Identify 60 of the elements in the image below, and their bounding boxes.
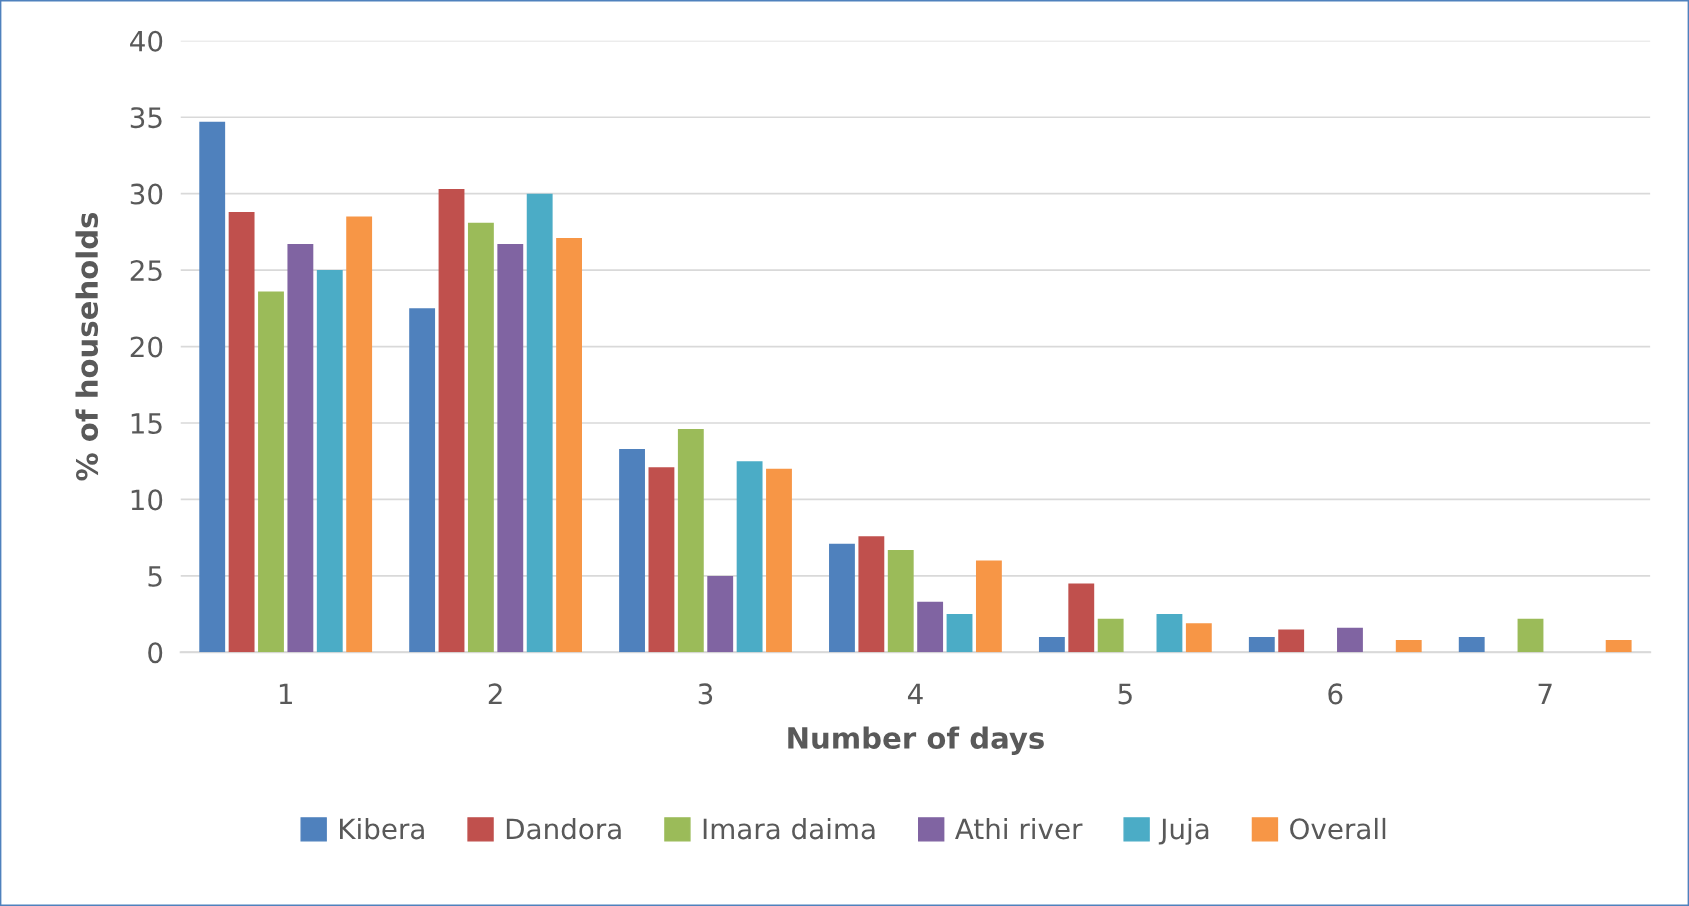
y-tick-label: 40 — [130, 30, 163, 52]
y-tick-label: 15 — [131, 413, 162, 434]
legend-label: Kibera — [340, 817, 424, 840]
bar — [648, 467, 675, 653]
legend-label: Juja — [1158, 817, 1209, 845]
bar — [707, 575, 734, 653]
y-tick-label: 5 — [148, 566, 162, 587]
y-tick-label: 35 — [130, 107, 162, 129]
x-axis-title: Number of days — [788, 726, 1044, 755]
bar — [1097, 618, 1124, 653]
y-tick-label: 30 — [130, 183, 163, 205]
bar — [975, 560, 1002, 653]
bar — [258, 291, 284, 653]
bar — [556, 237, 582, 653]
bar — [199, 121, 226, 653]
bar — [766, 468, 792, 653]
bar — [1185, 623, 1212, 653]
bar — [946, 614, 973, 653]
x-tick-label: 1 — [279, 683, 292, 704]
bar — [677, 429, 704, 653]
bar — [467, 222, 494, 653]
bar — [619, 448, 645, 653]
y-axis-title: % of households — [75, 212, 99, 481]
x-tick-label: 7 — [1538, 683, 1552, 704]
legend-label: Athi river — [955, 817, 1083, 840]
y-tick-label: 10 — [131, 489, 163, 511]
bar — [1156, 614, 1183, 653]
bar — [409, 308, 436, 653]
bar — [917, 601, 944, 653]
bar — [1337, 627, 1363, 653]
bar — [228, 212, 255, 653]
bar — [526, 193, 553, 653]
x-tick-label: 5 — [1118, 683, 1132, 705]
x-tick-label: 3 — [698, 683, 713, 705]
bar — [1038, 637, 1065, 653]
legend-label: Imara daima — [703, 817, 875, 840]
y-tick-label: 0 — [148, 642, 163, 664]
x-tick-label: 6 — [1328, 683, 1343, 705]
bar — [438, 189, 465, 653]
bar — [887, 549, 914, 653]
y-tick-label: 25 — [130, 260, 162, 282]
bar — [1278, 629, 1305, 653]
bar — [1458, 637, 1485, 653]
bar — [316, 270, 343, 653]
x-tick-label: 2 — [488, 683, 502, 704]
bar — [1517, 618, 1544, 653]
x-tick-label: 4 — [907, 683, 923, 704]
bar — [346, 216, 373, 653]
bar — [1605, 640, 1632, 653]
bar — [1395, 640, 1422, 653]
legend-label: Overall — [1290, 817, 1386, 840]
bar — [829, 543, 855, 653]
y-tick-label: 20 — [130, 336, 163, 358]
bar — [1068, 583, 1095, 653]
bar — [1248, 637, 1275, 653]
bar — [858, 536, 885, 653]
bar — [287, 244, 314, 653]
bar — [497, 244, 524, 653]
legend-label: Dandora — [506, 817, 621, 840]
bar — [736, 461, 763, 653]
